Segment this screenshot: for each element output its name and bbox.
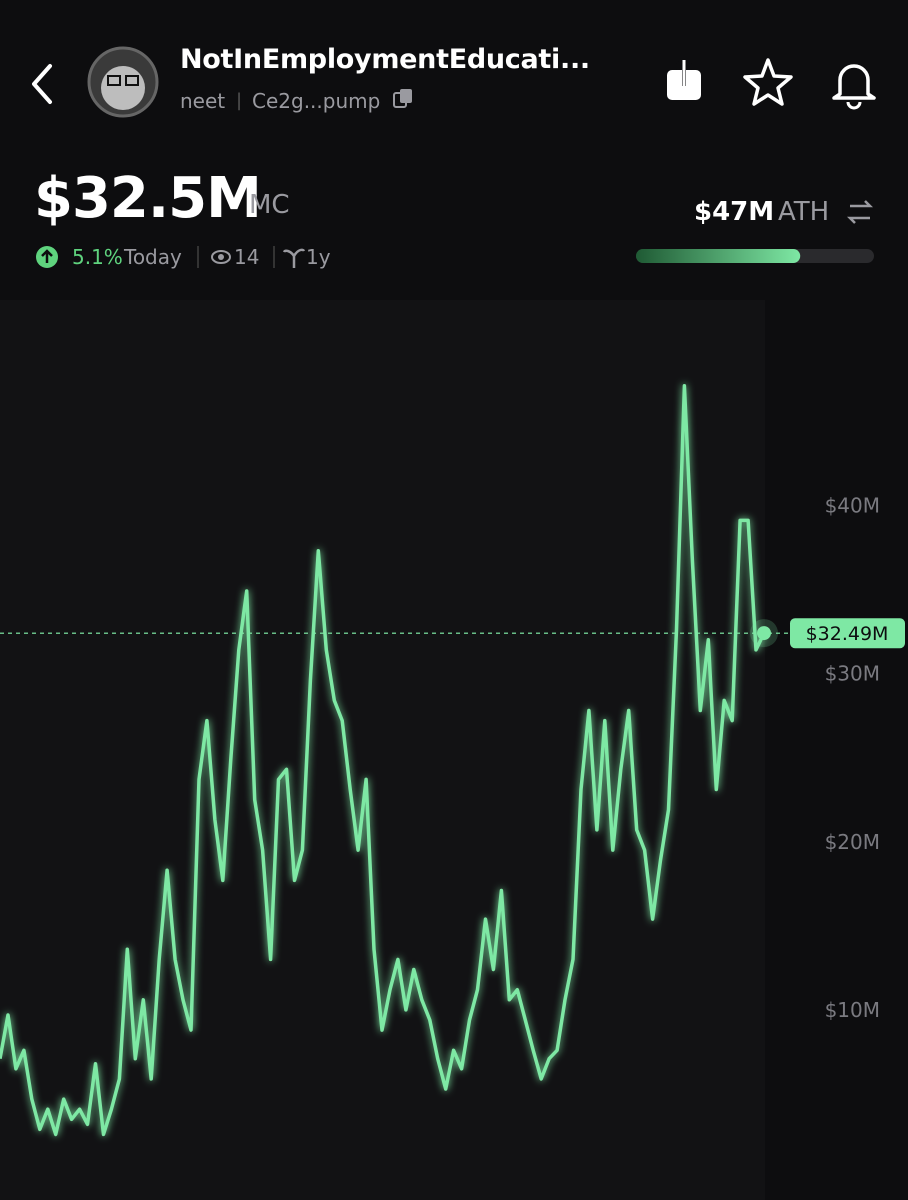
avatar: [87, 46, 159, 118]
current-price-pill: [790, 618, 905, 649]
token-address[interactable]: Ce2g...pump: [252, 89, 381, 113]
market-cap: $32.5M: [34, 166, 262, 231]
token-name: NotInEmploymentEducati...: [180, 44, 590, 75]
back-button[interactable]: [32, 64, 52, 104]
y-tick-label: $10M: [825, 998, 880, 1022]
swap-button[interactable]: [846, 200, 874, 224]
y-tick-label: $40M: [825, 493, 880, 517]
current-dot: [757, 626, 771, 641]
ath-label: ATH: [778, 197, 830, 227]
y-tick-label: $20M: [825, 830, 880, 854]
favorite-button[interactable]: [743, 58, 793, 106]
notify-button[interactable]: [832, 64, 876, 110]
separator: |: [236, 90, 243, 111]
market-cap-label: MC: [249, 190, 290, 220]
header-icons: [32, 46, 876, 268]
share-button[interactable]: [667, 56, 701, 100]
ath-value: $47M: [694, 197, 775, 227]
age: 1y: [306, 245, 331, 269]
y-tick-label: $30M: [825, 662, 880, 686]
change-arrow-icon: [36, 246, 58, 268]
copy-icon[interactable]: [393, 89, 412, 108]
change: 5.1%: [72, 245, 123, 269]
price-line: [0, 384, 766, 1137]
eye-icon: [211, 250, 231, 264]
age-icon: [282, 248, 306, 268]
chart-area: [0, 300, 765, 1200]
token-ticker: neet: [180, 89, 226, 113]
change-period: Today: [124, 245, 182, 269]
current-price-label: $32.49M: [806, 623, 889, 645]
views: 14: [234, 245, 260, 269]
ath-progress: [636, 249, 801, 263]
